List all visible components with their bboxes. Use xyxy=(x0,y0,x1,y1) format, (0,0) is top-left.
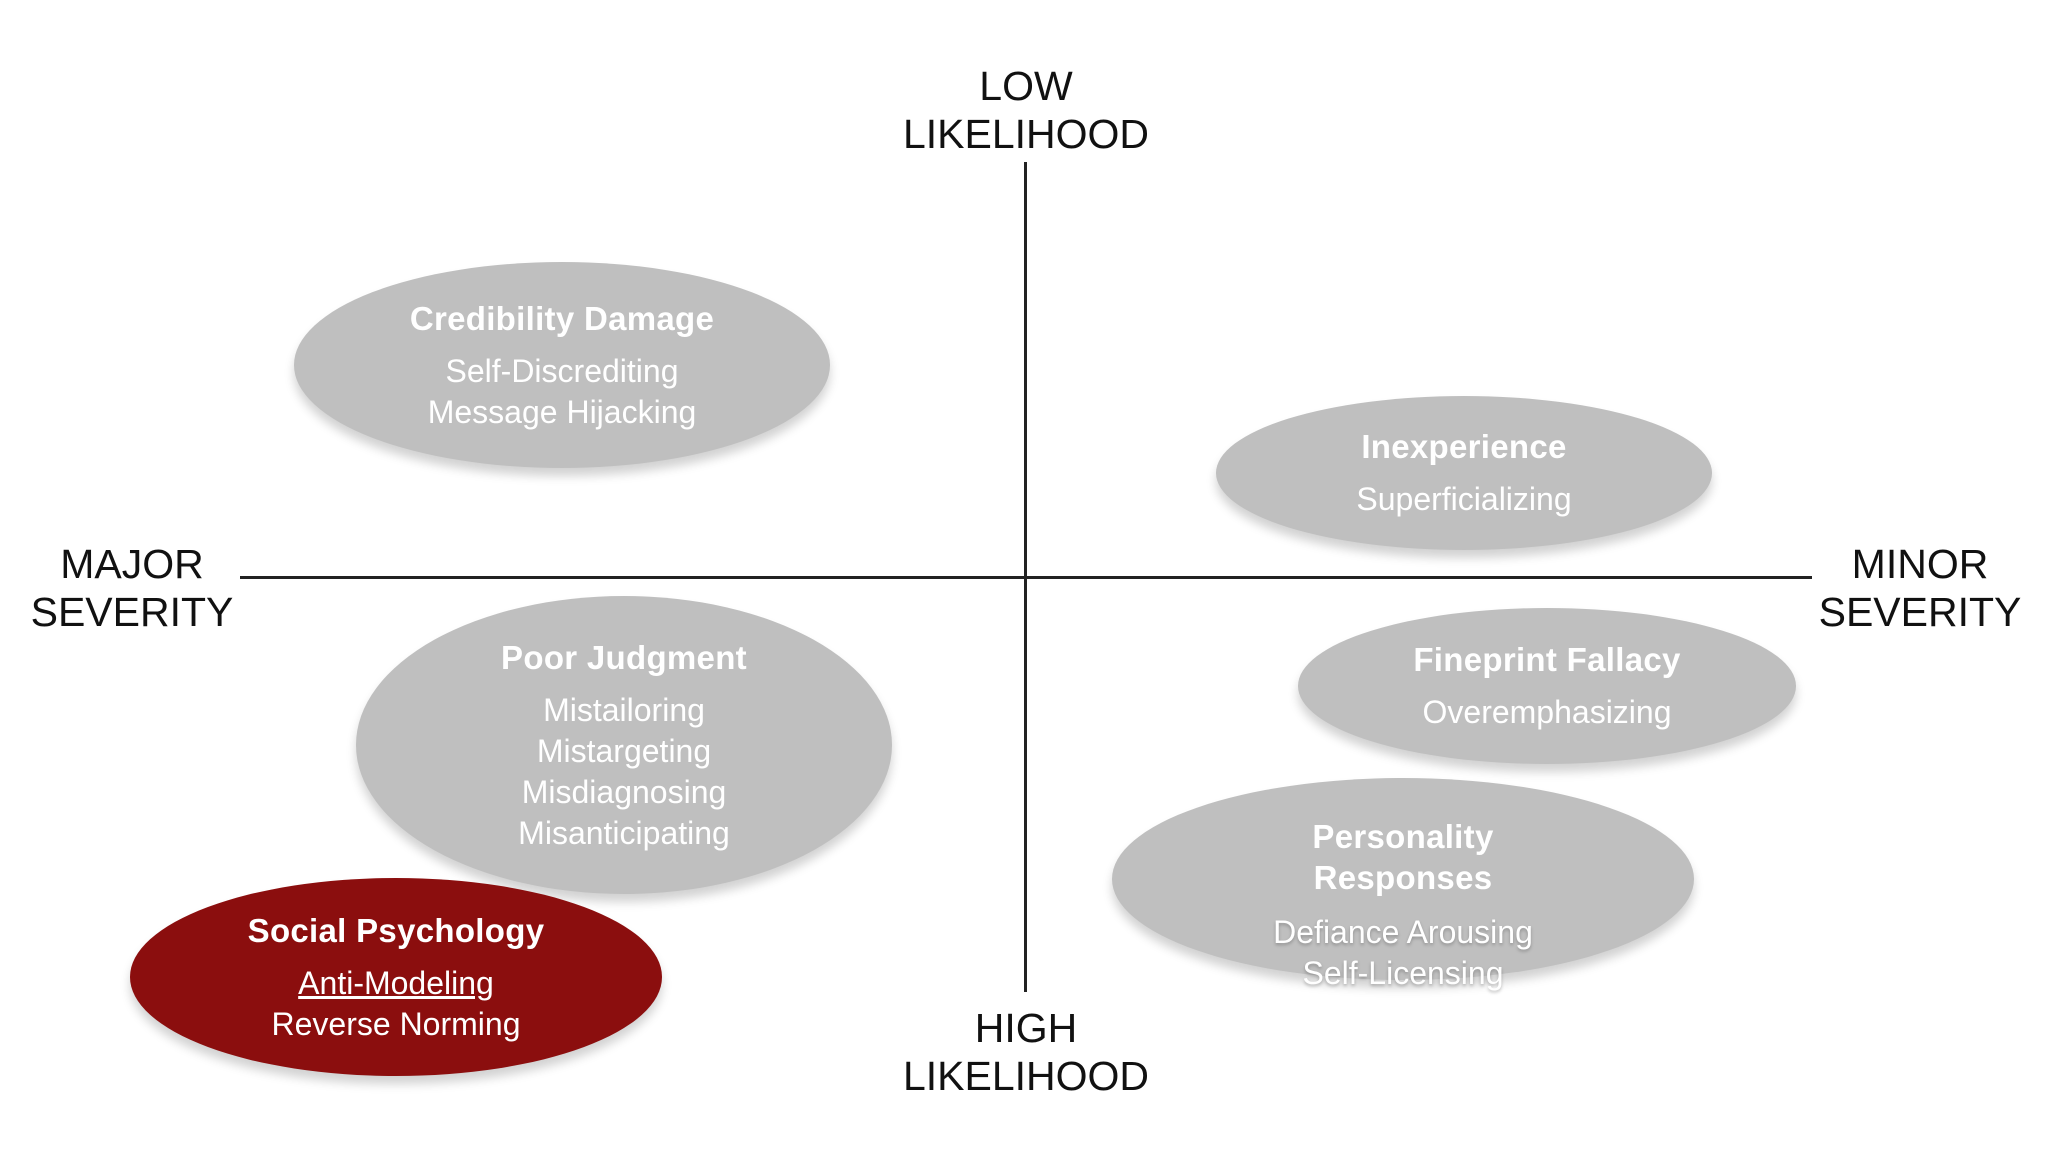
bubble-item: Mistargeting xyxy=(536,732,712,769)
axis-label-line: MAJOR xyxy=(60,541,204,587)
bubble-item: Defiance Arousing xyxy=(1273,914,1533,950)
bubble-title: Personality Responses xyxy=(1312,816,1493,898)
bubble-item-list: Self-Discrediting Message Hijacking xyxy=(428,351,697,433)
bubble-title-line: Personality xyxy=(1312,818,1494,855)
bubble-title: Poor Judgment xyxy=(501,638,747,676)
bubble-item: Mistailoring xyxy=(543,691,705,728)
bubble-item-list: Defiance Arousing Self-Licensing xyxy=(1273,912,1533,994)
bubble-item: Misanticipating xyxy=(518,814,730,851)
bubble-item: Message Hijacking xyxy=(427,393,697,430)
bubble-title-line: Responses xyxy=(1313,859,1493,896)
bubble-fineprint-fallacy: Fineprint Fallacy Overemphasizing xyxy=(1298,608,1796,764)
bubble-item-list: Overemphasizing xyxy=(1423,692,1672,733)
axis-label-major-severity: MAJOR SEVERITY xyxy=(12,540,252,636)
axis-label-high-likelihood: HIGH LIKELIHOOD xyxy=(874,1004,1178,1100)
axis-label-line: LIKELIHOOD xyxy=(902,1053,1150,1099)
axis-label-line: HIGH xyxy=(974,1005,1078,1051)
bubble-title: Credibility Damage xyxy=(409,299,715,337)
axis-label-low-likelihood: LOW LIKELIHOOD xyxy=(874,62,1178,158)
bubble-title: Fineprint Fallacy xyxy=(1413,641,1681,678)
bubble-social-psychology: Social Psychology Anti-Modeling Reverse … xyxy=(130,878,662,1076)
axis-label-line: LIKELIHOOD xyxy=(902,111,1150,157)
axis-label-line: SEVERITY xyxy=(1818,589,2022,635)
bubble-item: Superficializing xyxy=(1356,481,1572,517)
bubble-item: Reverse Norming xyxy=(271,1005,521,1042)
bubble-inexperience: Inexperience Superficializing xyxy=(1216,396,1712,550)
axis-label-minor-severity: MINOR SEVERITY xyxy=(1800,540,2040,636)
bubble-item-list: Mistailoring Mistargeting Misdiagnosing … xyxy=(518,690,730,854)
bubble-item-list: Anti-Modeling Reverse Norming xyxy=(272,963,521,1045)
bubble-item: Self-Licensing xyxy=(1302,955,1504,991)
bubble-title: Social Psychology xyxy=(247,911,545,949)
bubble-title: Inexperience xyxy=(1361,428,1567,465)
axis-label-line: SEVERITY xyxy=(30,589,234,635)
severity-axis-line xyxy=(240,576,1812,579)
bubble-item-link[interactable]: Anti-Modeling xyxy=(298,964,494,1001)
bubble-item: Overemphasizing xyxy=(1422,694,1672,730)
bubble-item: Misdiagnosing xyxy=(521,773,727,810)
bubble-personality-responses: Personality Responses Defiance Arousing … xyxy=(1112,778,1694,991)
bubble-credibility-damage: Credibility Damage Self-Discrediting Mes… xyxy=(294,262,830,468)
axis-label-line: LOW xyxy=(979,63,1073,109)
axis-label-line: MINOR xyxy=(1851,541,1989,587)
bubble-item: Self-Discrediting xyxy=(445,352,679,389)
bubble-item-list: Superficializing xyxy=(1356,479,1571,520)
bubble-poor-judgment: Poor Judgment Mistailoring Mistargeting … xyxy=(356,596,892,894)
